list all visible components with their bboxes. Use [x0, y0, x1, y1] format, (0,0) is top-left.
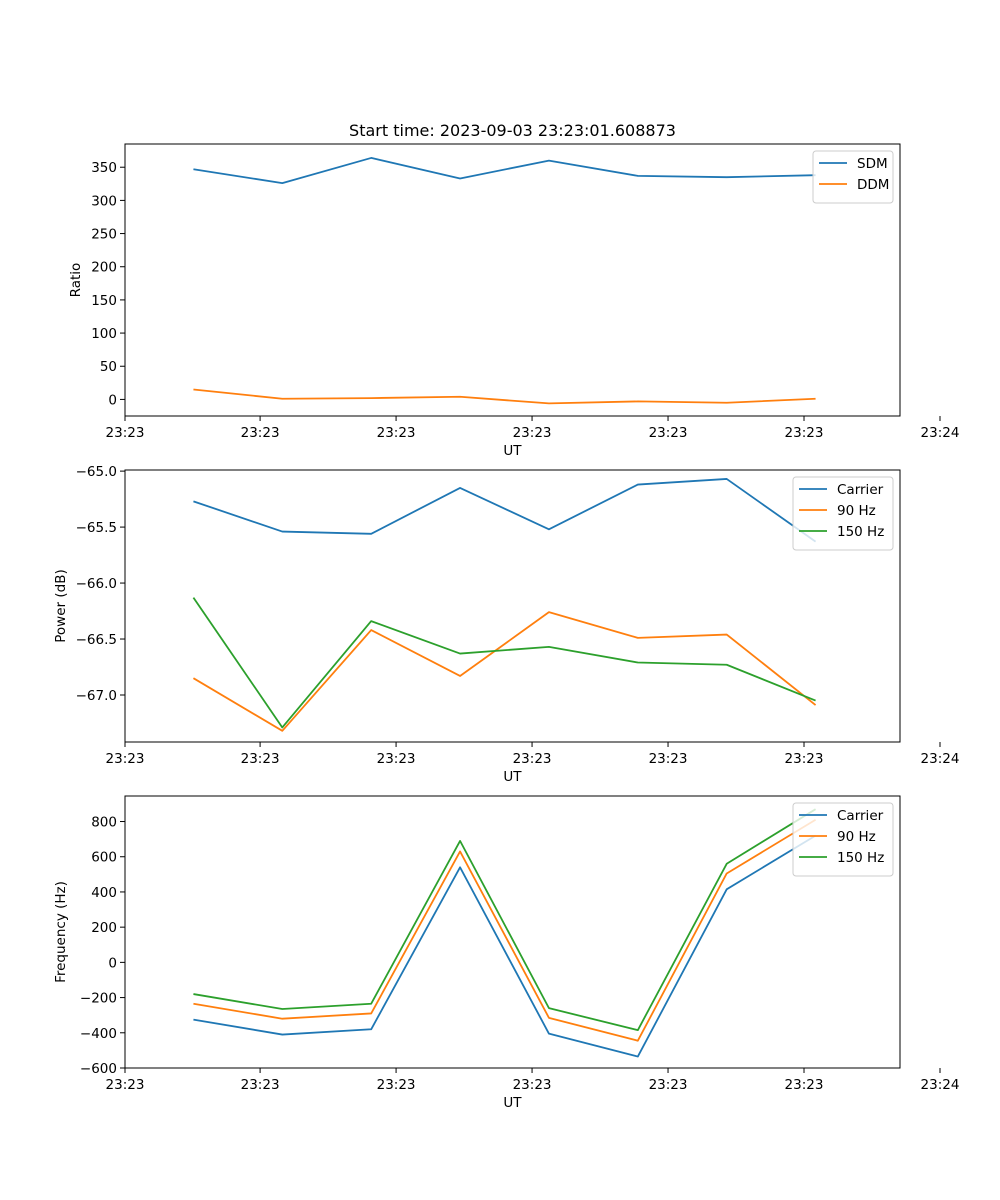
y-tick-label: 800 — [91, 815, 117, 831]
axes-frame — [124, 795, 901, 1069]
legend-label: 150 Hz — [837, 850, 884, 866]
y-tick-label: −66.0 — [76, 576, 117, 592]
x-tick-label: 23:23 — [785, 1077, 824, 1093]
y-tick-label: −600 — [80, 1061, 117, 1077]
x-tick-label: 23:23 — [649, 1077, 688, 1093]
series-line-150-hz — [193, 808, 817, 1032]
legend-box — [812, 150, 894, 204]
x-tick-label: 23:23 — [377, 751, 416, 767]
legend-label: Carrier — [837, 808, 884, 824]
x-axis-label: UT — [503, 1095, 522, 1111]
series-line-150-hz — [192, 597, 816, 729]
x-tick-label: 23:23 — [649, 425, 688, 441]
y-tick-label: 0 — [108, 392, 117, 408]
x-tick-label: 23:23 — [241, 425, 280, 441]
subplot-2: 23:23 23:23 23:23 23:23 23:23 23:23 23:24 −67.0… — [53, 464, 959, 785]
x-tick-label: 23:24 — [921, 751, 960, 767]
x-tick-label: 23:23 — [106, 1077, 145, 1093]
series-line-sdm — [193, 157, 816, 185]
x-tick-label: 23:23 — [241, 751, 280, 767]
legend-label: 90 Hz — [837, 503, 876, 519]
legend-label: DDM — [857, 177, 889, 193]
x-tick-label: 23:23 — [513, 1077, 552, 1093]
y-tick-label: −67.0 — [76, 688, 117, 704]
y-tick-label: −200 — [80, 991, 117, 1007]
x-axis-label: UT — [503, 769, 522, 785]
y-tick-label: −400 — [80, 1026, 117, 1042]
chart-title: Start time: 2023-09-03 23:23:01.608873 — [349, 121, 676, 140]
y-tick-label: 150 — [91, 293, 117, 309]
x-tick-label: 23:23 — [513, 425, 552, 441]
axes-frame — [124, 469, 901, 743]
y-tick-label: 200 — [91, 260, 117, 276]
y-tick-label: 100 — [91, 326, 117, 342]
series-line-90-hz — [192, 611, 817, 732]
x-tick-label: 23:23 — [241, 1077, 280, 1093]
y-tick-label: 350 — [91, 160, 117, 176]
axes-frame — [124, 143, 901, 417]
legend: SDM DDM — [812, 150, 894, 204]
x-tick-label: 23:24 — [921, 1077, 960, 1093]
y-axis-label: Power (dB) — [53, 569, 69, 642]
x-tick-label: 23:23 — [649, 751, 688, 767]
legend-label: 90 Hz — [837, 829, 876, 845]
legend-label: 150 Hz — [837, 524, 884, 540]
y-tick-label: 200 — [91, 920, 117, 936]
y-tick-label: 50 — [100, 359, 117, 375]
subplot-1: 23:23 23:23 23:23 23:23 23:23 23:23 23:24 0 50 10… — [68, 143, 960, 459]
x-tick-label: 23:23 — [106, 751, 145, 767]
y-tick-label: 0 — [108, 955, 117, 971]
y-tick-label: −65.5 — [76, 520, 117, 536]
x-tick-label: 23:23 — [377, 425, 416, 441]
series-line-carrier — [193, 478, 817, 543]
x-tick-label: 23:23 — [785, 425, 824, 441]
y-tick-label: 250 — [91, 227, 117, 243]
x-tick-label: 23:23 — [513, 751, 552, 767]
legend-label: Carrier — [837, 482, 884, 498]
x-axis-label: UT — [503, 443, 522, 459]
series-line-carrier — [193, 834, 817, 1058]
legend: Carrier 90 Hz 150 Hz — [792, 802, 894, 877]
y-tick-label: 600 — [91, 850, 117, 866]
y-tick-label: 400 — [91, 885, 117, 901]
legend-label: SDM — [857, 156, 888, 172]
y-axis-label: Ratio — [68, 263, 84, 298]
y-tick-label: −65.0 — [76, 464, 117, 480]
x-tick-label: 23:23 — [106, 425, 145, 441]
y-axis-label: Frequency (Hz) — [53, 881, 69, 983]
x-tick-label: 23:24 — [921, 425, 960, 441]
series-line-90-hz — [193, 818, 817, 1042]
x-tick-label: 23:23 — [377, 1077, 416, 1093]
series-line-ddm — [193, 388, 816, 405]
subplot-3: 23:23 23:23 23:23 23:23 23:23 23:23 23:24 −600 −… — [53, 795, 960, 1111]
x-tick-label: 23:23 — [785, 751, 824, 767]
y-tick-label: 300 — [91, 193, 117, 209]
legend: Carrier 90 Hz 150 Hz — [792, 476, 894, 551]
y-tick-label: −66.5 — [76, 632, 117, 648]
